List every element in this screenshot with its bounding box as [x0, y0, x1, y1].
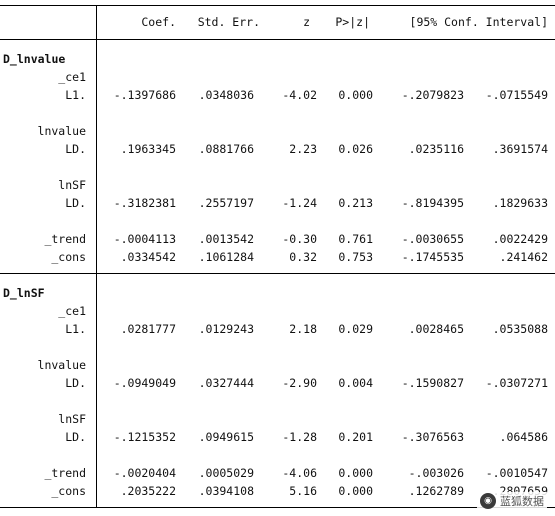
cell-ci-lower: -.0030655 — [401, 232, 464, 246]
cell-p-value: 0.026 — [338, 142, 373, 156]
cell-coef: .0334542 — [120, 250, 176, 264]
table-top-rule — [0, 5, 555, 6]
cell-coef: -.1215352 — [113, 430, 176, 444]
header-p-value: P>|z| — [335, 15, 370, 29]
cell-coef: -.3182381 — [113, 196, 176, 210]
header-rule — [0, 39, 555, 40]
cell-coef: -.0004113 — [113, 232, 176, 246]
cell-p-value: 0.000 — [338, 466, 373, 480]
cell-z: -0.30 — [282, 232, 317, 246]
variable-name: lnSF — [58, 412, 86, 426]
cell-ci-upper: .0535088 — [492, 322, 548, 336]
cell-std-err: .0394108 — [198, 484, 254, 498]
cell-z: 5.16 — [289, 484, 317, 498]
cell-ci-lower: -.3076563 — [401, 430, 464, 444]
cell-ci-lower: -.1745535 — [401, 250, 464, 264]
cell-ci-lower: .1262789 — [408, 484, 464, 498]
cell-ci-lower: -.1590827 — [401, 376, 464, 390]
cell-ci-upper: .1829633 — [492, 196, 548, 210]
cell-p-value: 0.000 — [338, 88, 373, 102]
cell-coef: .0281777 — [120, 322, 176, 336]
cell-p-value: 0.761 — [338, 232, 373, 246]
cell-std-err: .0881766 — [198, 142, 254, 156]
header-conf-interval: [95% Conf. Interval] — [409, 15, 548, 29]
cell-z: -2.90 — [282, 376, 317, 390]
watermark: ◉ 蓝狐数据 — [477, 492, 547, 510]
cell-std-err: .0013542 — [198, 232, 254, 246]
variable-name: _ce1 — [58, 304, 86, 318]
cell-std-err: .0005029 — [198, 466, 254, 480]
row-label: LD. — [65, 196, 86, 210]
header-std-err: Std. Err. — [197, 15, 260, 29]
row-label: _trend — [44, 232, 86, 246]
cell-std-err: .0327444 — [198, 376, 254, 390]
cell-p-value: 0.213 — [338, 196, 373, 210]
watermark-text: 蓝狐数据 — [500, 495, 544, 508]
variable-name: lnvalue — [37, 124, 86, 138]
row-label: LD. — [65, 430, 86, 444]
cell-ci-upper: .0022429 — [492, 232, 548, 246]
cell-ci-upper: .241462 — [499, 250, 548, 264]
header-z: z — [303, 15, 310, 29]
cell-p-value: 0.753 — [338, 250, 373, 264]
cell-ci-upper: .064586 — [499, 430, 548, 444]
cell-ci-lower: .0235116 — [408, 142, 464, 156]
row-label: _cons — [51, 250, 86, 264]
cell-ci-lower: -.8194395 — [401, 196, 464, 210]
equation-name: D_lnvalue — [3, 52, 66, 66]
row-label: L1. — [65, 88, 86, 102]
cell-std-err: .1061284 — [198, 250, 254, 264]
watermark-logo-icon: ◉ — [480, 493, 496, 509]
cell-p-value: 0.000 — [338, 484, 373, 498]
cell-ci-lower: -.2079823 — [401, 88, 464, 102]
table-bottom-rule — [0, 507, 555, 508]
cell-std-err: .0949615 — [198, 430, 254, 444]
variable-name: lnvalue — [37, 358, 86, 372]
cell-ci-upper: -.0010547 — [485, 466, 548, 480]
row-label: L1. — [65, 322, 86, 336]
row-label: _trend — [44, 466, 86, 480]
cell-z: -4.02 — [282, 88, 317, 102]
variable-name: lnSF — [58, 178, 86, 192]
cell-z: 0.32 — [289, 250, 317, 264]
cell-p-value: 0.029 — [338, 322, 373, 336]
row-label: LD. — [65, 376, 86, 390]
cell-z: -4.06 — [282, 466, 317, 480]
cell-coef: .2035222 — [120, 484, 176, 498]
cell-z: 2.18 — [289, 322, 317, 336]
cell-ci-lower: .0028465 — [408, 322, 464, 336]
cell-std-err: .0348036 — [198, 88, 254, 102]
cell-coef: .1963345 — [120, 142, 176, 156]
cell-coef: -.1397686 — [113, 88, 176, 102]
cell-ci-upper: .3691574 — [492, 142, 548, 156]
equation-name: D_lnSF — [3, 286, 45, 300]
cell-ci-upper: -.0307271 — [485, 376, 548, 390]
block-separator-rule — [0, 273, 555, 274]
cell-p-value: 0.004 — [338, 376, 373, 390]
row-label: LD. — [65, 142, 86, 156]
variable-name: _ce1 — [58, 70, 86, 84]
cell-ci-upper: -.0715549 — [485, 88, 548, 102]
cell-z: -1.28 — [282, 430, 317, 444]
cell-z: -1.24 — [282, 196, 317, 210]
row-label: _cons — [51, 484, 86, 498]
cell-coef: -.0949049 — [113, 376, 176, 390]
label-column-divider — [96, 5, 97, 508]
cell-ci-lower: -.003026 — [408, 466, 464, 480]
header-coef: Coef. — [141, 15, 176, 29]
cell-std-err: .2557197 — [198, 196, 254, 210]
cell-std-err: .0129243 — [198, 322, 254, 336]
cell-z: 2.23 — [289, 142, 317, 156]
cell-coef: -.0020404 — [113, 466, 176, 480]
cell-p-value: 0.201 — [338, 430, 373, 444]
